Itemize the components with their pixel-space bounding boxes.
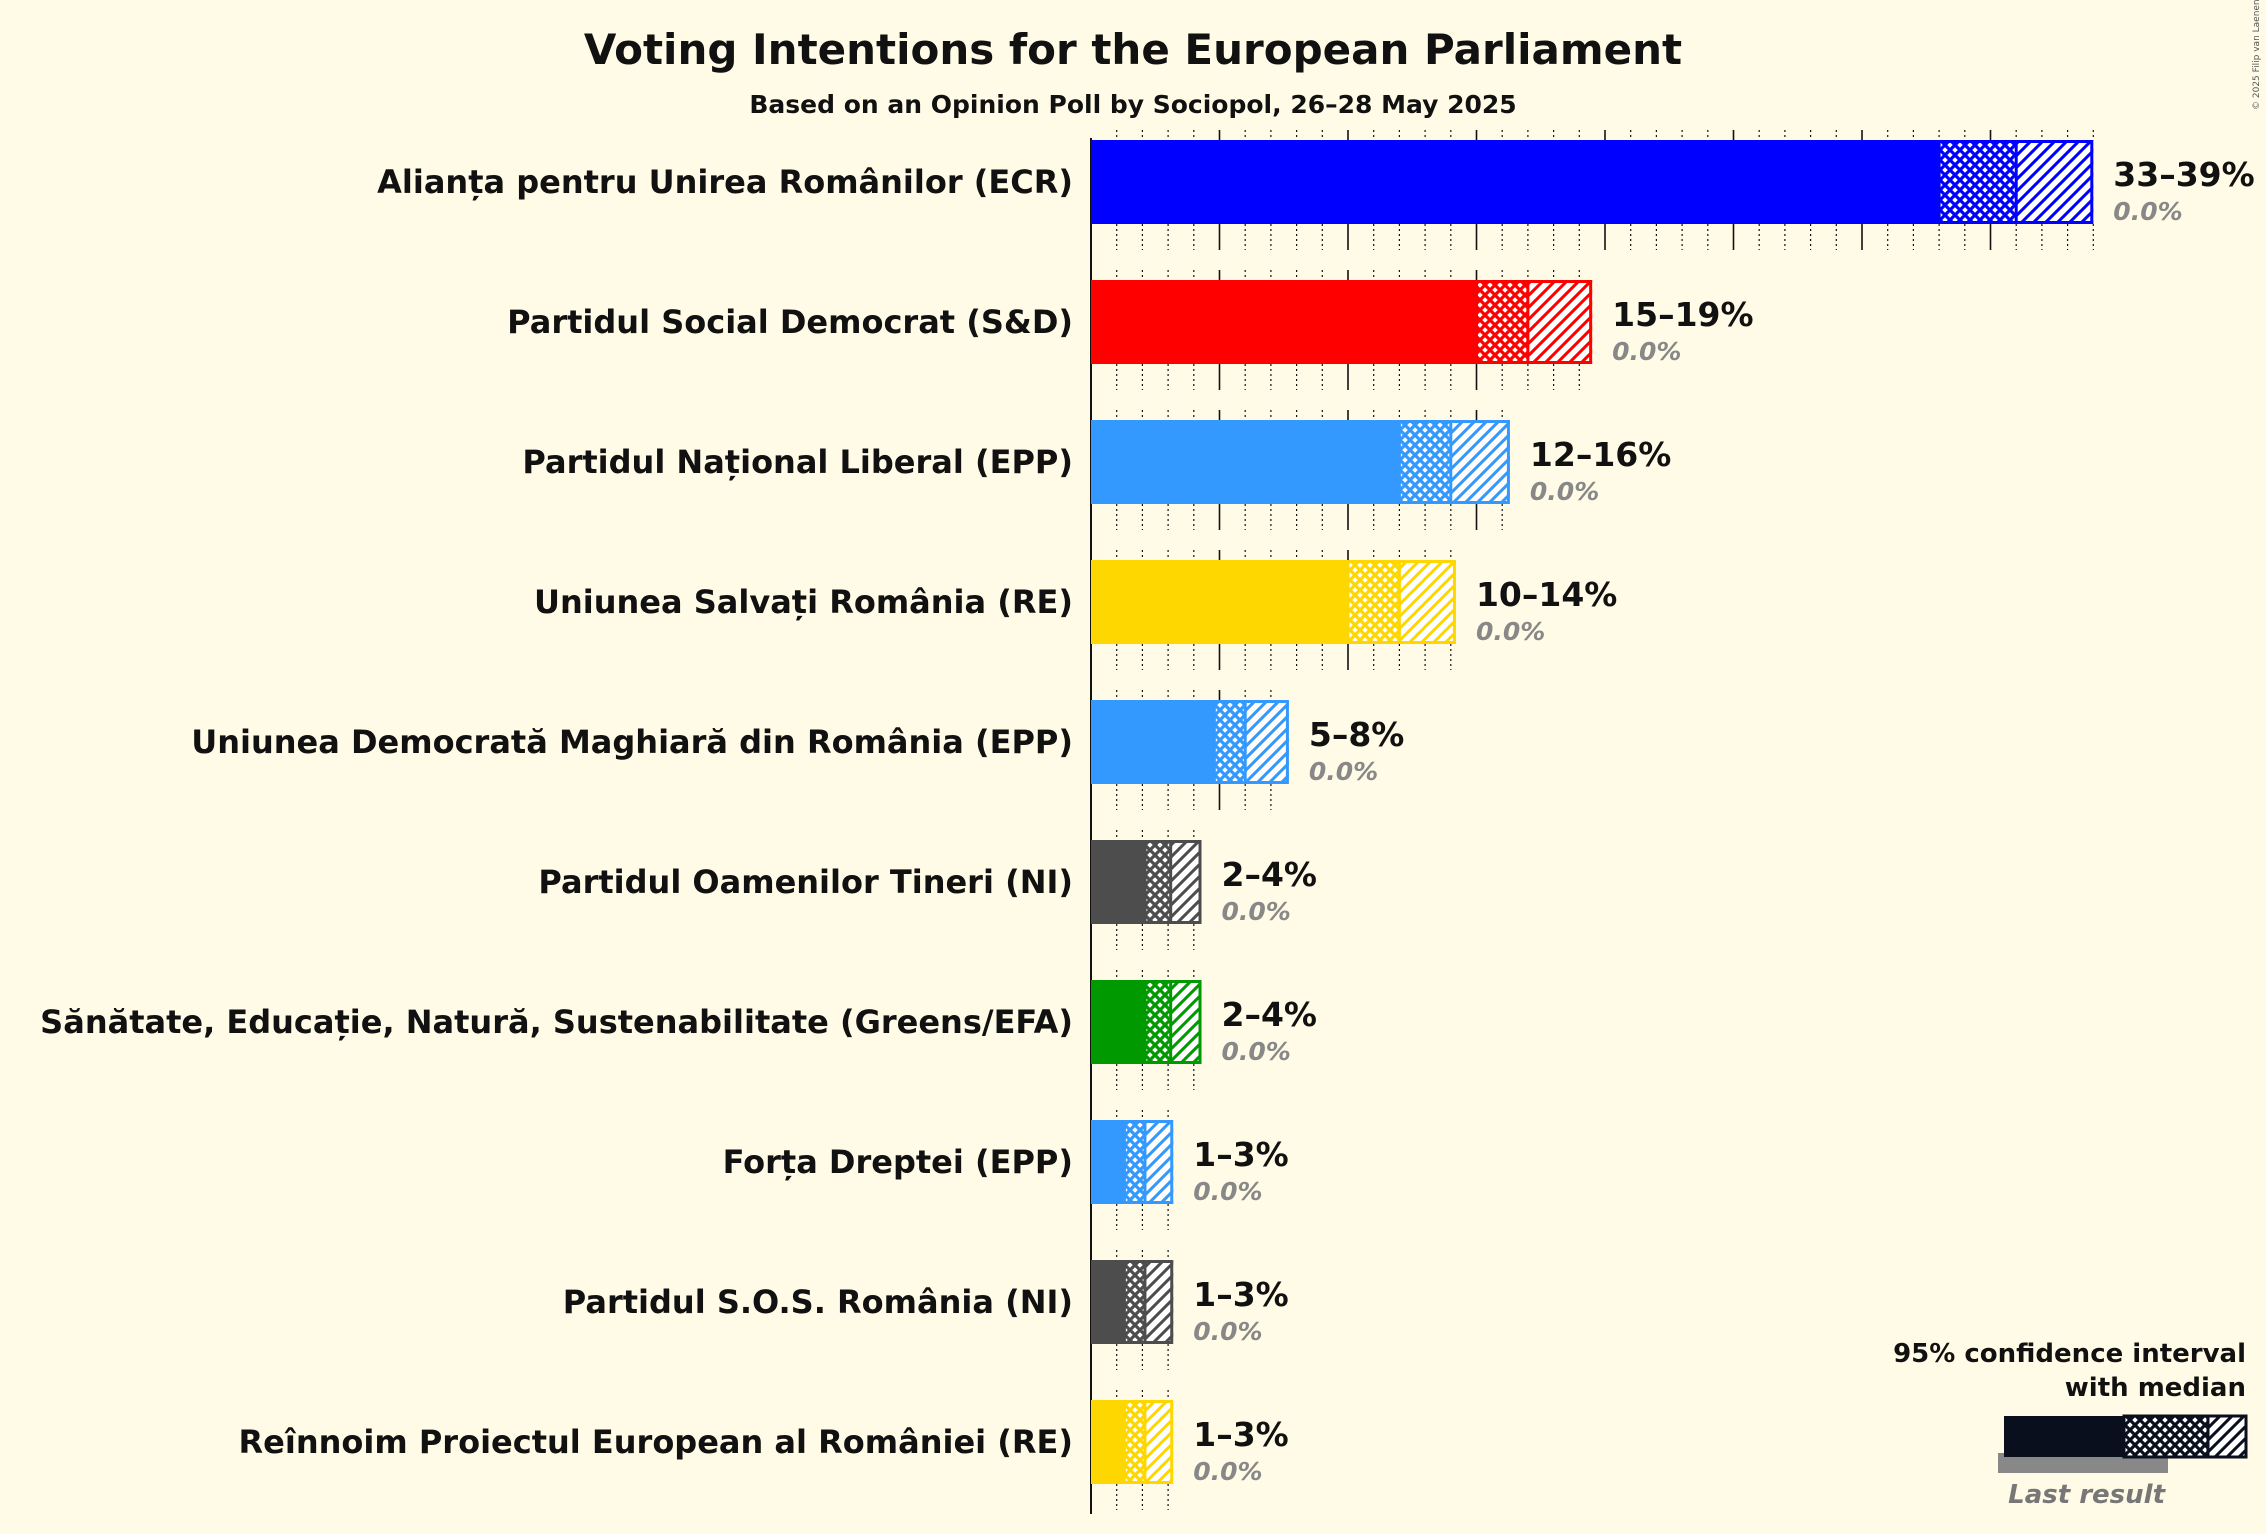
party-row: Reînnoim Proiectul European al României … [239,1390,1289,1510]
bar-ci-lower [1144,840,1171,924]
party-label: Partidul S.O.S. România (NI) [563,1283,1073,1321]
range-label: 12–16% [1530,435,1671,474]
bar-solid [1091,560,1348,644]
party-label: Alianța pentru Unirea Românilor (ECR) [377,163,1073,201]
party-row: Forța Dreptei (EPP) 1–3% 0.0% [723,1110,1289,1230]
bar-ci-upper [2016,140,2094,224]
range-label: 1–3% [1193,1135,1289,1174]
party-label: Partidul Oamenilor Tineri (NI) [538,863,1073,901]
bar-ci-lower [1476,280,1528,364]
bar-ci-lower [1124,1260,1145,1344]
legend-solid-bar [2004,1416,2124,1457]
chart-subtitle: Based on an Opinion Poll by Sociopol, 26… [749,90,1516,119]
bar-ci-outline [1346,560,1456,644]
copyright-text: © 2025 Filip van Laenen [2252,0,2262,110]
bar-solid [1091,840,1145,924]
range-label: 33–39% [2113,155,2254,194]
bar-ci-upper [1245,700,1289,784]
legend-crosshatch [2122,1414,2210,1459]
last-result-label: 0.0% [1476,617,1545,646]
bar-ci-upper [1399,560,1456,644]
bar-ci-lower [1144,980,1171,1064]
bar-solid [1091,700,1215,784]
bar-solid [1091,420,1400,504]
bar-ci-upper [1144,1400,1174,1484]
range-label: 5–8% [1309,715,1405,754]
party-label: Sănătate, Educație, Natură, Sustenabilit… [40,1003,1073,1041]
bar-ci-lower [1124,1400,1145,1484]
bar-ci-upper [1170,980,1202,1064]
party-row: Sănătate, Educație, Natură, Sustenabilit… [40,970,1317,1090]
bar-ci-upper [1527,280,1593,364]
last-result-label: 0.0% [1193,1177,1262,1206]
bar-solid [1091,1260,1125,1344]
party-row: Uniunea Democrată Maghiară din România (… [191,690,1404,810]
bar-solid [1091,140,1940,224]
bar-ci-outline [1397,420,1510,504]
last-result-label: 0.0% [1222,1037,1291,1066]
range-label: 10–14% [1476,575,1617,614]
bar-ci-lower [1348,560,1400,644]
party-label: Forța Dreptei (EPP) [723,1143,1073,1181]
last-result-label: 0.0% [1193,1317,1262,1346]
party-row: Partidul Social Democrat (S&D) 15–19% 0.0% [507,270,1754,390]
range-label: 1–3% [1193,1415,1289,1454]
bar-ci-outline [1122,1400,1174,1484]
bar-ci-outline [1143,840,1202,924]
bar-solid [1091,280,1477,364]
party-label: Partidul Social Democrat (S&D) [507,303,1073,341]
party-label: Uniunea Salvați România (RE) [534,583,1073,621]
legend-last-result-label: Last result [2008,1480,2166,1510]
last-result-label: 0.0% [1222,897,1291,926]
party-label: Uniunea Democrată Maghiară din România (… [191,723,1073,761]
bar-ci-upper [1170,840,1202,924]
legend-line1: 95% confidence interval [1893,1339,2246,1369]
last-result-label: 0.0% [2113,197,2182,226]
bars-group: Alianța pentru Unirea Românilor (ECR) 33–… [40,130,2255,1514]
last-result-label: 0.0% [1612,337,1681,366]
legend: 95% confidence interval with median Last… [1893,1339,2248,1510]
bar-solid [1091,1120,1125,1204]
bar-ci-outline [1475,280,1593,364]
party-row: Uniunea Salvați România (RE) 10–14% 0.0% [534,550,1617,670]
bar-ci-outline [1122,1260,1174,1344]
last-result-label: 0.0% [1193,1457,1262,1486]
bar-ci-upper [1144,1120,1174,1204]
bar-ci-upper [1450,420,1510,504]
bar-ci-upper [1144,1260,1174,1344]
bar-solid [1091,1400,1125,1484]
bar-ci-lower [1214,700,1246,784]
range-label: 2–4% [1222,855,1318,894]
party-row: Partidul Oamenilor Tineri (NI) 2–4% 0.0% [538,830,1317,950]
party-row: Alianța pentru Unirea Românilor (ECR) 33–… [377,130,2255,250]
party-row: Partidul S.O.S. România (NI) 1–3% 0.0% [563,1250,1289,1370]
last-result-label: 0.0% [1309,757,1378,786]
last-result-label: 0.0% [1530,477,1599,506]
bar-solid [1091,980,1145,1064]
bar-ci-outline [1143,980,1202,1064]
legend-line2: with median [2065,1373,2246,1403]
range-label: 15–19% [1612,295,1753,334]
party-label: Reînnoim Proiectul European al României … [239,1423,1073,1461]
bar-ci-outline [1212,700,1289,784]
bar-ci-lower [1939,140,2017,224]
bar-ci-outline [1122,1120,1174,1204]
bar-ci-lower [1124,1120,1145,1204]
party-row: Partidul Național Liberal (EPP) 12–16% 0.0… [522,410,1671,530]
range-label: 1–3% [1193,1275,1289,1314]
bar-ci-lower [1399,420,1451,504]
party-label: Partidul Național Liberal (EPP) [522,443,1073,481]
chart-title: Voting Intentions for the European Parli… [584,25,1682,74]
legend-diagonal-hatch [2206,1414,2248,1459]
range-label: 2–4% [1222,995,1318,1034]
